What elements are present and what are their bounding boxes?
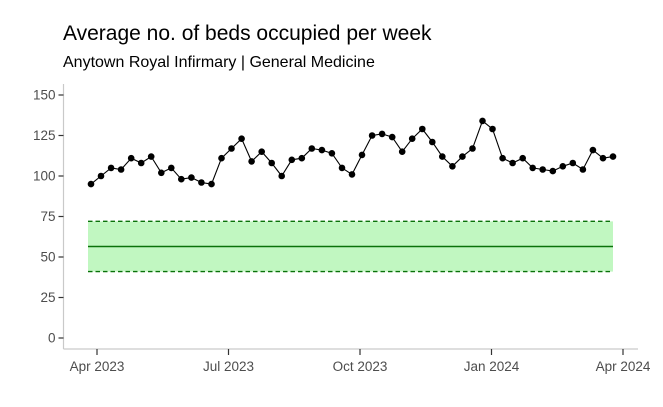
data-point — [117, 166, 125, 173]
data-point — [338, 164, 346, 172]
data-point — [107, 164, 115, 172]
y-tick-label: 0 — [48, 331, 56, 346]
data-point — [469, 145, 476, 152]
data-point — [188, 174, 195, 181]
data-point — [489, 125, 496, 133]
data-point — [509, 159, 516, 167]
data-point — [439, 153, 446, 160]
data-point — [559, 163, 567, 170]
data-point — [529, 164, 536, 172]
y-tick-label: 125 — [33, 128, 56, 143]
data-point — [348, 171, 356, 178]
data-point — [198, 179, 205, 186]
data-point — [358, 151, 366, 159]
data-point — [499, 154, 506, 162]
data-point — [288, 156, 296, 164]
x-tick-label: Jan 2024 — [464, 359, 520, 374]
data-point — [238, 135, 245, 142]
data-point — [147, 153, 155, 160]
data-point — [378, 130, 386, 138]
data-point — [318, 146, 326, 154]
data-point — [419, 125, 426, 133]
data-point — [87, 180, 95, 188]
data-point — [388, 133, 396, 141]
data-point — [218, 154, 225, 162]
data-point — [268, 159, 276, 167]
data-point — [599, 154, 607, 162]
data-point — [429, 138, 436, 146]
data-point — [459, 153, 466, 160]
chart-subtitle: Anytown Royal Infirmary | General Medici… — [63, 54, 375, 71]
data-point — [308, 145, 316, 152]
data-point — [609, 153, 617, 160]
data-point — [278, 172, 286, 180]
data-point — [519, 154, 526, 162]
data-point — [398, 148, 406, 155]
data-point — [168, 164, 175, 172]
data-point — [158, 169, 165, 177]
x-tick-label: Jul 2023 — [203, 359, 254, 374]
y-tick-label: 75 — [40, 209, 55, 224]
x-tick-label: Apr 2024 — [596, 359, 651, 374]
data-point — [208, 180, 215, 188]
data-point — [368, 132, 376, 139]
data-point — [248, 158, 255, 165]
data-point — [579, 166, 587, 173]
data-point — [298, 154, 306, 162]
data-point — [137, 159, 145, 167]
data-point — [569, 159, 577, 167]
data-point — [539, 166, 546, 173]
x-tick-label: Oct 2023 — [333, 359, 388, 374]
y-tick-label: 25 — [40, 290, 55, 305]
data-point — [408, 135, 416, 142]
data-point — [228, 145, 235, 152]
data-point — [178, 175, 185, 183]
y-tick-label: 150 — [33, 88, 56, 103]
chart-title: Average no. of beds occupied per week — [63, 22, 432, 45]
data-point — [449, 163, 456, 170]
data-point — [258, 148, 266, 155]
data-point — [97, 172, 105, 180]
data-point — [127, 154, 135, 162]
data-point — [328, 150, 336, 157]
data-point — [479, 117, 486, 125]
data-point — [549, 167, 557, 175]
y-tick-label: 100 — [33, 169, 56, 184]
x-tick-label: Apr 2023 — [70, 359, 125, 374]
data-point — [589, 146, 597, 154]
y-tick-label: 50 — [40, 250, 55, 265]
